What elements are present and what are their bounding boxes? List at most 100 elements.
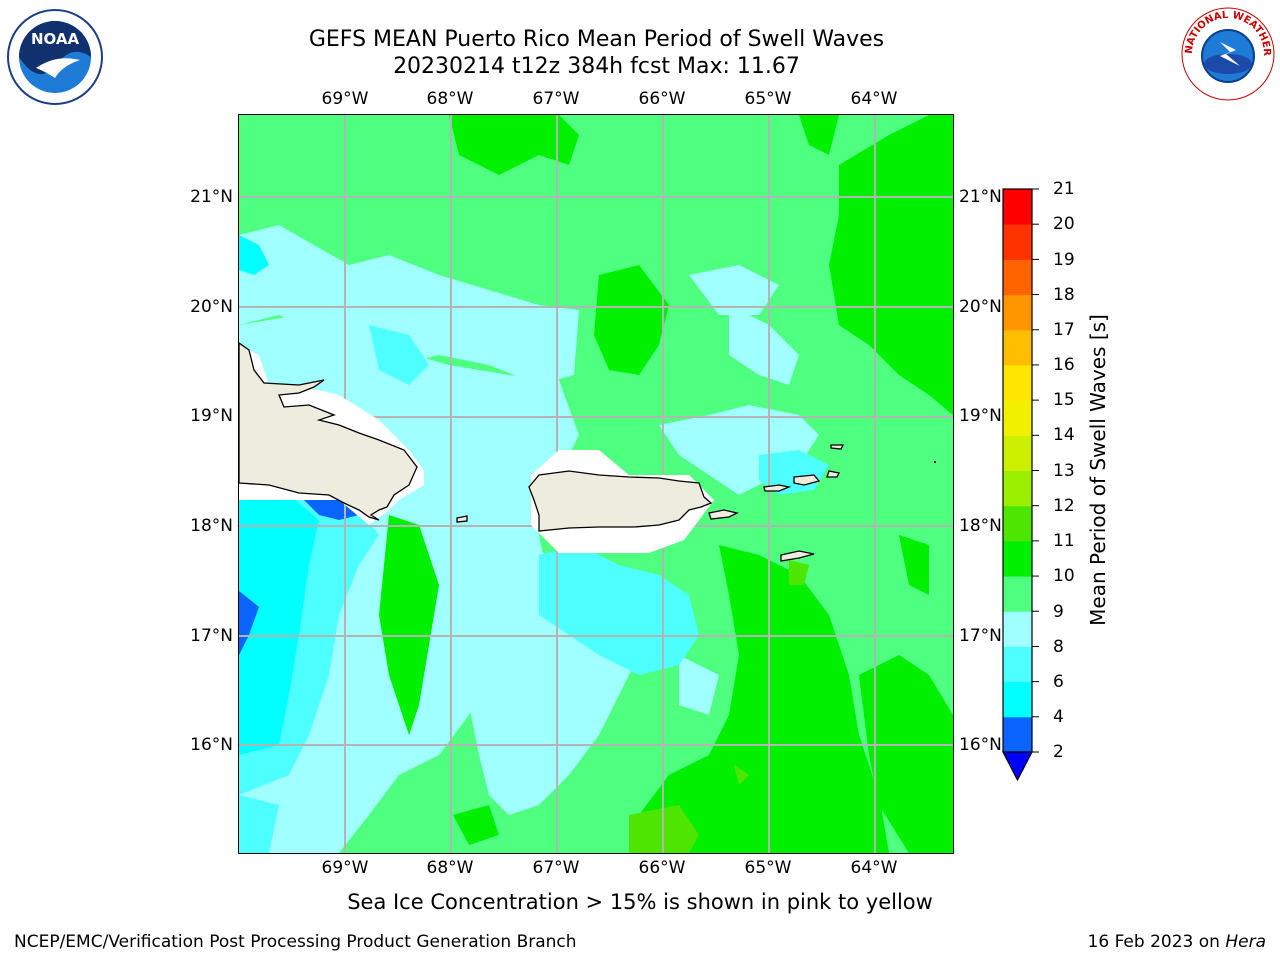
swell-field-4-6	[239, 495, 319, 755]
land-small-islet	[934, 461, 936, 463]
colorbar-tick: 11	[1053, 531, 1075, 551]
lon-label-top: 69°W	[321, 89, 369, 109]
swell-field-8-9	[729, 305, 799, 385]
lat-label-right: 18°N	[959, 516, 1002, 536]
colorbar-tick: 21	[1053, 179, 1075, 199]
colorbar-tick: 13	[1053, 461, 1075, 481]
colorbar-tick: 20	[1053, 214, 1075, 234]
colorbar-tick: 8	[1053, 637, 1064, 657]
colorbar-band	[1003, 224, 1032, 260]
colorbar-tick: 12	[1053, 496, 1075, 516]
colorbar-tick: 4	[1053, 707, 1064, 727]
colorbar-tick: 16	[1053, 355, 1075, 375]
colorbar-tick: 10	[1053, 566, 1075, 586]
swell-field-6-8	[759, 450, 829, 495]
swell-field-2-4	[239, 591, 259, 655]
lat-label-left: 17°N	[190, 626, 233, 646]
lat-label-right: 20°N	[959, 297, 1002, 317]
swell-field-8-9	[679, 655, 719, 715]
footer-date-text: 16 Feb 2023 on	[1087, 932, 1226, 952]
lat-label-left: 18°N	[190, 516, 233, 536]
lon-label-top: 64°W	[850, 89, 898, 109]
swell-field-11-12	[734, 765, 749, 785]
colorbar-band	[1003, 189, 1032, 225]
lon-label-bottom: 66°W	[638, 858, 686, 878]
noaa-logo: NOAA	[6, 8, 104, 110]
lon-label-bottom: 68°W	[426, 858, 474, 878]
footer-date: 16 Feb 2023 on Hera	[1088, 932, 1266, 952]
footer-credit: NCEP/EMC/Verification Post Processing Pr…	[14, 932, 577, 952]
nws-logo: NATIONAL WEATHER SERVICE	[1176, 0, 1276, 106]
lon-label-bottom: 64°W	[850, 858, 898, 878]
swell-field-6-8	[369, 325, 429, 385]
lon-label-bottom: 65°W	[744, 858, 792, 878]
map-panel[interactable]	[239, 115, 953, 853]
sea-ice-caption: Sea Ice Concentration > 15% is shown in …	[347, 890, 933, 914]
colorbar	[995, 180, 1075, 804]
swell-field-10-11	[449, 115, 579, 175]
colorbar-band	[1003, 329, 1032, 366]
colorbar-band	[1003, 435, 1032, 471]
colorbar-tick: 15	[1053, 390, 1075, 410]
lat-label-right: 21°N	[959, 187, 1002, 207]
colorbar-band	[1003, 505, 1032, 542]
colorbar-frame	[1002, 188, 1033, 753]
colorbar-extend-arrow	[1002, 751, 1033, 782]
lat-label-right: 16°N	[959, 735, 1002, 755]
colorbar-tick: 17	[1053, 320, 1075, 340]
lat-label-left: 21°N	[190, 187, 233, 207]
colorbar-band	[1003, 294, 1032, 331]
land-virgin-islands	[826, 470, 840, 478]
lon-label-top: 66°W	[638, 89, 686, 109]
swell-field-8-9	[689, 265, 779, 315]
colorbar-tick: 18	[1053, 285, 1075, 305]
colorbar-tick: 19	[1053, 250, 1075, 270]
colorbar-tick: 14	[1053, 425, 1075, 445]
land-virgin-islands	[763, 484, 792, 492]
lon-label-bottom: 67°W	[532, 858, 580, 878]
swell-field-4-6	[239, 235, 269, 275]
swell-field-10-11	[899, 535, 929, 595]
footer-host: Hera	[1225, 932, 1266, 952]
colorbar-band	[1003, 470, 1032, 507]
lon-label-top: 65°W	[744, 89, 792, 109]
swell-field-10-11	[629, 545, 889, 853]
svg-text:NOAA: NOAA	[31, 30, 80, 48]
lon-label-bottom: 69°W	[321, 858, 369, 878]
colorbar-band	[1003, 716, 1032, 753]
colorbar-tick: 6	[1053, 672, 1064, 692]
swell-field-8-9	[239, 225, 579, 385]
land-islet	[456, 515, 468, 523]
lat-label-left: 20°N	[190, 297, 233, 317]
colorbar-tick: 2	[1053, 742, 1064, 762]
colorbar-band	[1003, 646, 1032, 683]
land-st-croix	[780, 550, 815, 562]
land-anguilla	[830, 444, 845, 450]
land-puerto-rico	[528, 470, 713, 532]
colorbar-band	[1003, 364, 1032, 401]
lat-label-right: 17°N	[959, 626, 1002, 646]
colorbar-tick: 9	[1053, 602, 1064, 622]
colorbar-band	[1003, 259, 1032, 296]
lat-label-left: 19°N	[190, 406, 233, 426]
colorbar-label: Mean Period of Swell Waves [s]	[1086, 314, 1110, 626]
colorbar-band	[1003, 400, 1032, 436]
swell-field-6-8	[539, 545, 699, 675]
colorbar-band	[1003, 611, 1032, 647]
lat-label-left: 16°N	[190, 735, 233, 755]
swell-field-11-12	[789, 560, 809, 585]
swell-field-10-11	[859, 655, 953, 853]
swell-field-6-8	[239, 795, 279, 853]
land-vieques	[708, 509, 739, 520]
land-virgin-islands	[793, 474, 821, 486]
swell-field-10-11	[799, 115, 839, 155]
colorbar-band	[1003, 540, 1032, 577]
swell-field-10-11	[594, 265, 669, 375]
lat-label-right: 19°N	[959, 406, 1002, 426]
map-border	[238, 114, 954, 854]
swell-field-10-11	[829, 115, 953, 415]
chart-title: GEFS MEAN Puerto Rico Mean Period of Swe…	[308, 27, 885, 52]
colorbar-bands	[1003, 188, 1039, 753]
colorbar-band	[1003, 681, 1032, 718]
lon-label-top: 67°W	[532, 89, 580, 109]
